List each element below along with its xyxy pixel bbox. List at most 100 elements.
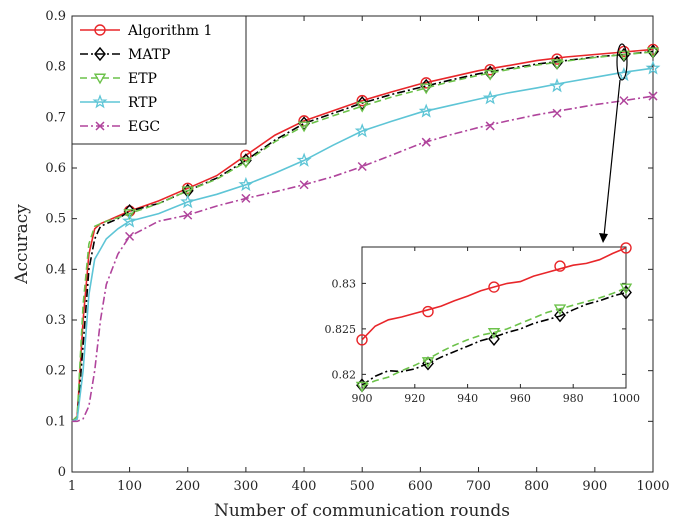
inset-marker-etp [553,304,567,316]
y-tick-label: 0.7 [45,110,66,125]
inset-marker-etp [355,381,369,393]
legend-label-matp: MATP [128,47,170,63]
inset-x-tick-label: 920 [404,392,425,405]
inset-x-tick-label: 900 [352,392,373,405]
inset-series-line-matp [361,291,627,386]
inset-marker-etp [487,328,501,339]
marker-egc [485,121,495,131]
zoom-inset: 900 920 940 960 980 1000 0.82 0.825 0.83 [325,242,640,405]
marker-etp [483,69,497,81]
x-tick-label: 600 [408,479,433,494]
marker-etp [550,59,564,71]
marker-rtp [180,193,196,209]
marker-rtp [549,77,565,93]
legend-marker-egc [95,121,105,131]
marker-rtp [354,123,370,138]
marker-rtp [238,176,254,192]
inset-marker-matp [488,331,500,346]
marker-etp [356,101,369,113]
y-tick-label: 0.5 [45,212,66,227]
inset-x-tick-label: 1000 [612,392,640,405]
main-series-group [71,43,661,423]
marker-etp [123,209,136,221]
legend-marker-matp [94,46,106,62]
series-line-matp [71,50,654,423]
x-tick-label: 1000 [636,479,669,494]
legend-label-etp: ETP [128,71,157,87]
legend-marker-etp [93,73,107,85]
y-tick-label: 0 [58,465,66,480]
inset-marker-algorithm-1 [422,305,434,318]
y-tick-label: 0.9 [45,9,66,24]
marker-egc [421,137,431,147]
x-tick-label: 400 [292,479,317,494]
inset-marker-algorithm-1 [356,334,368,346]
inset-frame [361,246,627,389]
inset-marker-algorithm-1 [620,242,632,254]
legend-marker-rtp [92,94,108,109]
legend-label-egc: EGC [128,119,160,135]
y-tick-label: 0.2 [45,364,66,379]
series-line-etp [71,51,654,422]
marker-algorithm-1 [420,77,432,89]
zoom-callout [599,43,628,243]
marker-matp [298,116,310,131]
marker-rtp [616,66,632,82]
legend: Algorithm 1 MATP ETP RTP EGC [71,15,247,145]
marker-etp [297,121,311,133]
marker-etp [181,186,194,198]
x-tick-label: 900 [582,479,607,494]
inset-marker-matp [620,285,632,300]
marker-algorithm-1 [551,53,563,65]
inset-x-tick-label: 940 [457,392,478,405]
inset-series-group [355,242,633,393]
series-line-algorithm-1 [71,48,654,422]
marker-etp [419,83,433,95]
x-tick-label: 100 [117,479,142,494]
inset-x-tick-label: 980 [563,392,584,405]
legend-label-algorithm-1: Algorithm 1 [127,23,212,39]
inset-y-tick-label: 0.825 [325,323,357,336]
y-tick-label: 0.3 [45,313,66,328]
x-tick-label: 800 [524,479,549,494]
x-tick-label: 500 [350,479,375,494]
marker-egc [619,96,629,106]
marker-etp [646,47,660,59]
y-tick-label: 0.4 [45,262,66,277]
zoom-region-ellipse [616,43,628,81]
inset-series-line-etp [361,287,627,387]
inset-marker-algorithm-1 [554,260,566,272]
x-axis-title: Number of communication rounds [214,501,510,521]
marker-rtp [296,152,312,167]
marker-rtp [482,90,498,105]
zoom-arrow-head [599,233,608,243]
series-line-rtp [71,67,654,423]
zoom-arrow-line [603,79,621,237]
inset-marker-etp [421,357,435,369]
x-tick-label: 700 [466,479,491,494]
inset-marker-matp [554,308,566,323]
marker-rtp [645,60,661,75]
y-axis-title: Accuracy [12,204,32,285]
marker-rtp [418,103,434,118]
inset-y-tick-label: 0.82 [332,368,357,381]
inset-marker-algorithm-1 [488,281,500,293]
inset-series-line-algorithm-1 [361,247,627,341]
marker-egc [552,108,562,118]
marker-egc [241,193,251,203]
marker-egc [183,210,193,220]
y-tick-label: 0.8 [45,60,66,75]
series-line-egc [72,95,654,423]
inset-y-tick-label: 0.83 [332,277,357,290]
marker-algorithm-1 [484,64,496,76]
marker-egc [299,180,309,190]
y-tick-label: 0.1 [45,414,66,429]
y-tick-label: 0.6 [45,161,66,176]
inset-marker-etp [619,283,633,295]
marker-etp [239,157,253,169]
main-axis-ticks: 1 100 200 300 400 500 600 700 800 900 1000 0 0.1 0.2 0… [45,9,669,494]
marker-algorithm-1 [356,94,368,107]
marker-matp [356,96,369,111]
legend-marker-algorithm-1 [94,24,106,36]
